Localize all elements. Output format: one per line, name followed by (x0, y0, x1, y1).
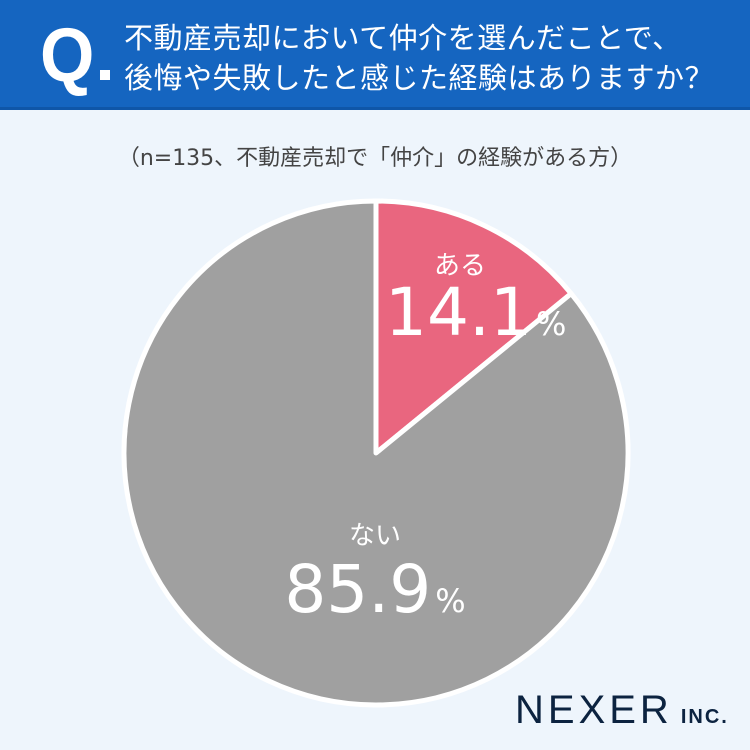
percent-sign: % (435, 582, 466, 620)
logo-main: NEXER (515, 688, 673, 732)
question-text: 不動産売却において仲介を選んだことで、 後悔や失敗したと感じた経験はありますか？ (124, 18, 714, 98)
value-number: 14.1 (385, 274, 532, 351)
logo-suffix: INC. (680, 706, 729, 728)
pie-slice-aru (373, 198, 574, 456)
question-line-2: 後悔や失敗したと感じた経験はありますか？ (124, 61, 715, 95)
value-number: 85.9 (284, 551, 432, 628)
nexer-logo: NEXER INC. (515, 688, 729, 739)
pie-slice-nai (121, 198, 631, 708)
q-mark: Q (40, 13, 95, 98)
percent-sign: % (535, 305, 567, 343)
question-line-1: 不動産売却において仲介を選んだことで、 (124, 21, 682, 55)
slice-label-nai: ない (348, 521, 401, 551)
sample-note: （n=135、不動産売却で「仲介」の経験がある方） (117, 146, 633, 171)
q-dot (100, 70, 110, 80)
slice-value-nai: 85.9% (270, 555, 480, 636)
slice-label-aru: ある (433, 251, 486, 281)
question-header: Q 不動産売却において仲介を選んだことで、 後悔や失敗したと感じた経験はあります… (0, 0, 750, 110)
slice-value-aru: 14.1% (385, 278, 566, 359)
